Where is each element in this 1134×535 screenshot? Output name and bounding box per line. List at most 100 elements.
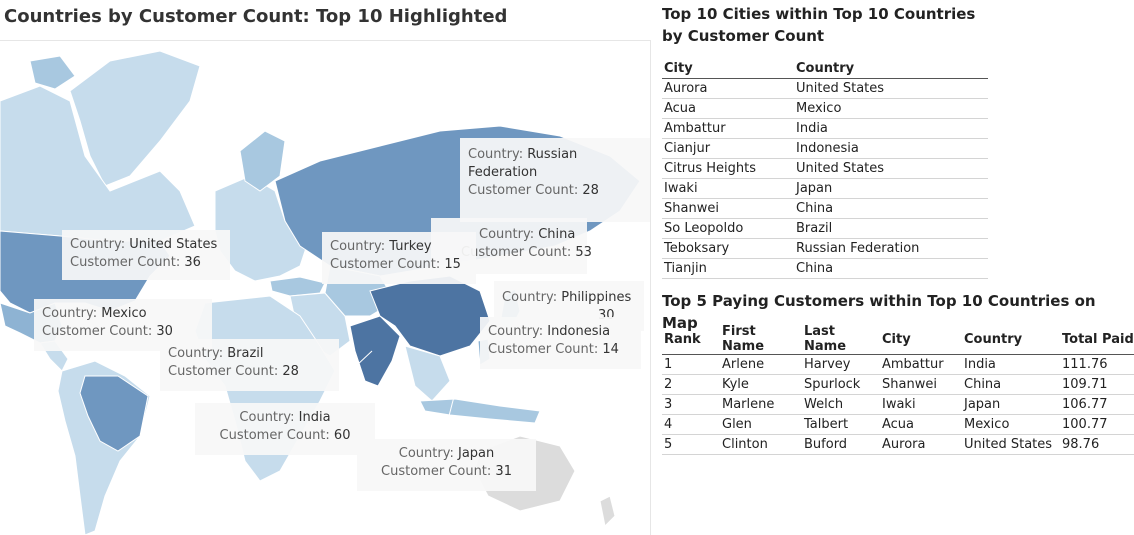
cell-first-name: Marlene [720, 394, 802, 415]
cell-total-paid: 111.76 [1060, 354, 1134, 375]
tooltip-japan: Country: Japan Customer Count: 31 [357, 439, 536, 491]
tooltip-count-value: 15 [444, 257, 461, 272]
cell-country: Indonesia [794, 138, 988, 159]
cell-rank: 1 [662, 354, 720, 375]
table-row[interactable]: Ambattur India [662, 118, 988, 139]
table-row[interactable]: So Leopoldo Brazil [662, 218, 988, 239]
cell-city: Citrus Heights [662, 158, 794, 179]
column-header-city[interactable]: City [662, 59, 794, 79]
cell-country: India [962, 354, 1060, 375]
tooltip-count-value: 31 [495, 464, 512, 479]
cities-table: City Country Aurora United States Acua Mex… [662, 59, 988, 279]
tooltip-russian-federation: Country: Russian Federation Customer Cou… [460, 138, 650, 222]
tooltip-count-value: 28 [282, 364, 299, 379]
tooltip-brazil: Country: Brazil Customer Count: 28 [160, 339, 339, 391]
table-row[interactable]: Iwaki Japan [662, 178, 988, 199]
cell-country: Russian Federation [794, 238, 988, 259]
tooltip-count-field: Customer Count: [70, 255, 181, 270]
table-row[interactable]: 2 Kyle Spurlock Shanwei China 109.71 [662, 374, 1134, 395]
column-header-rank[interactable]: Rank [662, 324, 720, 355]
tooltip-united-states: Country: United States Customer Count: 3… [62, 230, 230, 280]
cell-last-name: Buford [802, 434, 880, 455]
tooltip-count-field: Customer Count: [330, 257, 441, 272]
arctic-islands-shape[interactable] [29, 55, 76, 90]
cell-country: Mexico [962, 414, 1060, 435]
cell-city: Teboksary [662, 238, 794, 259]
cities-title-line2: by Customer Count [662, 27, 825, 45]
indonesia-shape[interactable] [419, 398, 541, 424]
cell-city: Tianjin [662, 258, 794, 279]
column-header-first-name[interactable]: First Name [720, 324, 802, 355]
column-header-total-paid[interactable]: Total Paid [1060, 324, 1134, 355]
brazil-shape[interactable] [79, 375, 149, 452]
table-row[interactable]: Acua Mexico [662, 98, 988, 119]
cell-city: Aurora [662, 78, 794, 99]
world-map[interactable]: Country: Russian Federation Customer Cou… [0, 40, 651, 535]
turkey-shape[interactable] [269, 276, 326, 297]
cell-rank: 4 [662, 414, 720, 435]
greenland-shape[interactable] [69, 50, 201, 187]
scandinavia-shape[interactable] [239, 130, 286, 192]
tooltip-country-value: Japan [457, 446, 495, 461]
cell-country: China [962, 374, 1060, 395]
table-row[interactable]: Tianjin China [662, 258, 988, 279]
table-header-row: City Country [662, 59, 988, 79]
table-row[interactable]: Aurora United States [662, 78, 988, 99]
tooltip-country-value: Philippines [561, 290, 632, 305]
tooltip-country-field: Country: [468, 147, 524, 162]
cell-first-name: Kyle [720, 374, 802, 395]
column-header-last-name[interactable]: Last Name [802, 324, 880, 355]
table-row[interactable]: Cianjur Indonesia [662, 138, 988, 159]
cities-table-title: Top 10 Cities within Top 10 Countries by… [662, 3, 975, 47]
tooltip-count-field: Customer Count: [461, 245, 572, 260]
tooltip-count-field: Customer Count: [168, 364, 279, 379]
cell-city: So Leopoldo [662, 218, 794, 239]
cell-city: Shanwei [662, 198, 794, 219]
tooltip-indonesia: Country: Indonesia Customer Count: 14 [480, 317, 641, 369]
cell-country: China [794, 258, 988, 279]
column-header-country[interactable]: Country [794, 59, 988, 79]
cell-city: Acua [662, 98, 794, 119]
table-row[interactable]: 4 Glen Talbert Acua Mexico 100.77 [662, 414, 1134, 435]
tooltip-country-value-cont: Federation [468, 165, 538, 180]
tooltip-country-value: Turkey [389, 239, 432, 254]
table-row[interactable]: Teboksary Russian Federation [662, 238, 988, 259]
cell-city: Shanwei [880, 374, 962, 395]
tooltip-count-field: Customer Count: [42, 324, 153, 339]
tooltip-country-field: Country: [70, 237, 126, 252]
tooltip-count-field: Customer Count: [219, 428, 330, 443]
column-header-city[interactable]: City [880, 324, 962, 355]
new-zealand-shape[interactable] [599, 495, 616, 528]
column-header-country[interactable]: Country [962, 324, 1060, 355]
table-row[interactable]: Citrus Heights United States [662, 158, 988, 179]
tooltip-count-field: Customer Count: [468, 183, 579, 198]
cell-city: Ambattur [662, 118, 794, 139]
cell-city: Ambattur [880, 354, 962, 375]
table-row[interactable]: 1 Arlene Harvey Ambattur India 111.76 [662, 354, 1134, 375]
cell-first-name: Arlene [720, 354, 802, 375]
tooltip-count-value: 36 [184, 255, 201, 270]
table-row[interactable]: Shanwei China [662, 198, 988, 219]
tooltip-country-value: United States [129, 237, 218, 252]
cell-country: Mexico [794, 98, 988, 119]
cell-city: Aurora [880, 434, 962, 455]
tooltip-country-value: Russian [527, 147, 578, 162]
tooltip-country-field: Country: [42, 306, 98, 321]
tooltip-country-field: Country: [330, 239, 386, 254]
table-row[interactable]: 3 Marlene Welch Iwaki Japan 106.77 [662, 394, 1134, 415]
india-shape[interactable] [349, 315, 401, 387]
cell-rank: 2 [662, 374, 720, 395]
tooltip-count-value: 60 [333, 428, 351, 443]
cell-country: United States [794, 78, 988, 99]
tooltip-mexico: Country: Mexico Customer Count: 30 [34, 299, 212, 351]
table-row[interactable]: 5 Clinton Buford Aurora United States 98.76 [662, 434, 1134, 455]
cities-title-line1: Top 10 Cities within Top 10 Countries [662, 5, 976, 23]
southeast-asia-shape[interactable] [404, 345, 451, 402]
cell-country: China [794, 198, 988, 219]
tooltip-count-value: 53 [575, 245, 592, 260]
cell-rank: 5 [662, 434, 720, 455]
cell-last-name: Harvey [802, 354, 880, 375]
tooltip-turkey: Country: Turkey Customer Count: 15 [322, 232, 476, 284]
tooltip-country-value: Brazil [227, 346, 264, 361]
tooltip-country-field: Country: [398, 446, 454, 461]
